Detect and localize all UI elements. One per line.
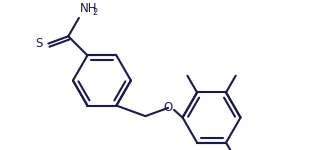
Text: O: O [164, 101, 173, 114]
Text: 2: 2 [92, 8, 98, 17]
Text: S: S [35, 37, 42, 50]
Text: NH: NH [80, 2, 97, 15]
